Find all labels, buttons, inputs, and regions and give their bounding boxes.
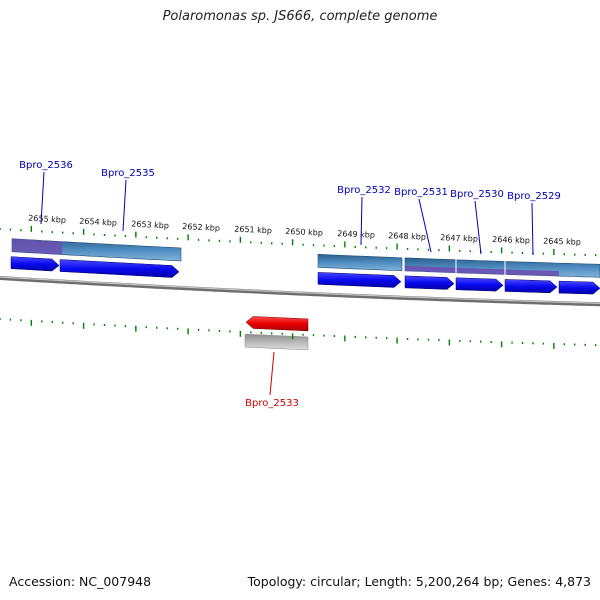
forward-gene-arrow bbox=[404, 275, 455, 290]
gene-leader-line bbox=[40, 171, 45, 225]
gene-leader-line bbox=[474, 200, 482, 255]
tick-label: 2653 kbp bbox=[131, 219, 169, 230]
reverse-band bbox=[244, 333, 309, 351]
tick-label: 2652 kbp bbox=[182, 222, 220, 233]
gene-label: Bpro_2530 bbox=[450, 189, 504, 200]
forward-gene-arrow bbox=[10, 256, 60, 272]
gene-label: Bpro_2529 bbox=[507, 191, 561, 202]
tick-label: 2649 kbp bbox=[337, 229, 375, 240]
forward-gene-arrow bbox=[59, 259, 180, 278]
forward-gene-arrow bbox=[558, 280, 600, 295]
feature-band-overlay bbox=[405, 265, 559, 277]
tick-label: 2655 kbp bbox=[28, 214, 66, 225]
genome-summary: Topology: circular; Length: 5,200,264 bp… bbox=[247, 574, 591, 589]
forward-gene-arrow bbox=[317, 272, 402, 288]
gene-label: Bpro_2532 bbox=[337, 185, 391, 196]
gene-label: Bpro_2533 bbox=[245, 398, 299, 409]
backbone-highlight bbox=[0, 276, 600, 304]
forward-gene-arrow bbox=[504, 279, 558, 294]
gene-leader-line bbox=[531, 202, 534, 256]
genome-backbone bbox=[0, 276, 600, 307]
tick-label: 2654 kbp bbox=[79, 217, 117, 228]
tick-label: 2646 kbp bbox=[492, 235, 530, 245]
gene-leader-line bbox=[360, 196, 363, 246]
genome-title: Polaromonas sp. JS666, complete genome bbox=[162, 9, 438, 24]
gene-leader-line bbox=[122, 179, 127, 232]
gene-label: Bpro_2531 bbox=[394, 187, 448, 198]
tick-label: 2645 kbp bbox=[543, 237, 581, 247]
tick-label: 2650 kbp bbox=[285, 227, 323, 238]
forward-gene-arrow bbox=[455, 277, 504, 292]
tick-label: 2648 kbp bbox=[388, 231, 426, 241]
backbone-line bbox=[0, 276, 600, 307]
gene-arrows bbox=[10, 256, 600, 332]
scale-ticks: 2655 kbp 2654 kbp 2653 kbp 2652 kbp 2651 kbp… bbox=[0, 214, 597, 349]
feature-band bbox=[317, 253, 403, 272]
gene-label: Bpro_2536 bbox=[19, 160, 73, 171]
gene-label: Bpro_2535 bbox=[101, 168, 155, 179]
accession-label: Accession: NC_007948 bbox=[9, 574, 152, 589]
gene-leader-line bbox=[269, 351, 275, 396]
feature-band-overlay bbox=[12, 238, 62, 255]
gene-leader-line bbox=[418, 198, 432, 253]
tick-label: 2651 kbp bbox=[234, 225, 272, 236]
tick-label: 2647 kbp bbox=[440, 233, 478, 243]
reverse-gene-arrow bbox=[245, 316, 309, 332]
